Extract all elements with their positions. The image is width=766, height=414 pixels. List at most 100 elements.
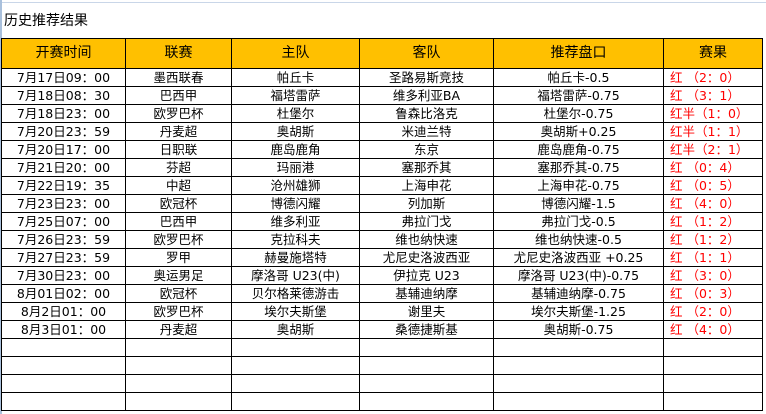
cell-away-team[interactable]: 圣路易斯竞技 [359,68,494,87]
cell-league[interactable]: 欧罗巴杯 [125,302,232,321]
cell-home-team[interactable]: 玛丽港 [231,158,360,177]
cell-recommended-line[interactable]: 摩洛哥 U23(中)-0.75 [493,266,664,285]
cell-home-team[interactable]: 赫曼施塔特 [231,248,360,267]
cell-kickoff-time[interactable]: 7月23日23：00 [1,194,126,213]
cell-result[interactable]: 红 （1：2） [663,230,763,249]
cell-away-team[interactable]: 维多利亚BA [359,86,494,105]
cell-home-team[interactable]: 博德闪耀 [231,194,360,213]
cell-kickoff-time[interactable]: 8月2日01：00 [1,302,126,321]
empty-cell[interactable] [663,374,763,393]
cell-home-team[interactable]: 奥胡斯 [231,122,360,141]
cell-home-team[interactable]: 沧州雄狮 [231,176,360,195]
empty-cell[interactable] [359,356,494,375]
empty-cell[interactable] [231,374,360,393]
cell-away-team[interactable]: 鲁森比洛克 [359,104,494,123]
cell-result[interactable]: 红半（2：1） [663,140,763,159]
empty-cell[interactable] [125,338,232,357]
cell-kickoff-time[interactable]: 7月20日17：00 [1,140,126,159]
empty-cell[interactable] [359,392,494,411]
empty-cell[interactable] [359,338,494,357]
cell-kickoff-time[interactable]: 8月3日01：00 [1,320,126,339]
cell-recommended-line[interactable]: 维也纳快速-0.5 [493,230,664,249]
cell-result[interactable]: 红 （2：0） [663,302,763,321]
cell-league[interactable]: 中超 [125,176,232,195]
cell-home-team[interactable]: 维多利亚 [231,212,360,231]
cell-away-team[interactable]: 塞那乔其 [359,158,494,177]
cell-league[interactable]: 巴西甲 [125,212,232,231]
cell-home-team[interactable]: 福塔雷萨 [231,86,360,105]
cell-result[interactable]: 红半（1：0） [663,104,763,123]
cell-result[interactable]: 红半（1：1） [663,122,763,141]
empty-cell[interactable] [663,356,763,375]
cell-kickoff-time[interactable]: 7月18日08：30 [1,86,126,105]
cell-recommended-line[interactable]: 基辅迪纳摩-0.75 [493,284,664,303]
cell-home-team[interactable]: 摩洛哥 U23(中) [231,266,360,285]
empty-cell[interactable] [493,392,664,411]
cell-kickoff-time[interactable]: 7月26日23：59 [1,230,126,249]
cell-home-team[interactable]: 贝尔格莱德游击 [231,284,360,303]
cell-result[interactable]: 红 （4：0） [663,194,763,213]
empty-cell[interactable] [231,392,360,411]
cell-result[interactable]: 红 （1：1） [663,248,763,267]
cell-recommended-line[interactable]: 奥胡斯-0.75 [493,320,664,339]
cell-away-team[interactable]: 桑德捷斯基 [359,320,494,339]
cell-recommended-line[interactable]: 弗拉门戈-0.5 [493,212,664,231]
cell-league[interactable]: 欧罗巴杯 [125,104,232,123]
cell-result[interactable]: 红 （2：0） [663,68,763,87]
cell-league[interactable]: 墨西联春 [125,68,232,87]
cell-result[interactable]: 红 （0：5） [663,176,763,195]
cell-away-team[interactable]: 基辅迪纳摩 [359,284,494,303]
cell-recommended-line[interactable]: 福塔雷萨-0.75 [493,86,664,105]
empty-cell[interactable] [1,392,126,411]
cell-league[interactable]: 欧冠杯 [125,284,232,303]
cell-result[interactable]: 红 （0：4） [663,158,763,177]
cell-away-team[interactable]: 尤尼史洛波西亚 [359,248,494,267]
empty-cell[interactable] [493,338,664,357]
cell-league[interactable]: 巴西甲 [125,86,232,105]
cell-recommended-line[interactable]: 帕丘卡-0.5 [493,68,664,87]
cell-league[interactable]: 奥运男足 [125,266,232,285]
cell-league[interactable]: 罗甲 [125,248,232,267]
cell-result[interactable]: 红 （3：1） [663,86,763,105]
cell-kickoff-time[interactable]: 7月17日09：00 [1,68,126,87]
cell-home-team[interactable]: 鹿岛鹿角 [231,140,360,159]
cell-kickoff-time[interactable]: 7月21日20：00 [1,158,126,177]
cell-away-team[interactable]: 米迪兰特 [359,122,494,141]
cell-league[interactable]: 芬超 [125,158,232,177]
cell-home-team[interactable]: 奥胡斯 [231,320,360,339]
cell-result[interactable]: 红 （1：2） [663,212,763,231]
cell-kickoff-time[interactable]: 7月22日19：35 [1,176,126,195]
cell-result[interactable]: 红 （0：3） [663,284,763,303]
cell-home-team[interactable]: 杜堡尔 [231,104,360,123]
cell-away-team[interactable]: 东京 [359,140,494,159]
cell-recommended-line[interactable]: 塞那乔其-0.75 [493,158,664,177]
empty-cell[interactable] [231,338,360,357]
cell-kickoff-time[interactable]: 7月20日23：59 [1,122,126,141]
empty-cell[interactable] [125,356,232,375]
cell-away-team[interactable]: 弗拉门戈 [359,212,494,231]
cell-away-team[interactable]: 上海申花 [359,176,494,195]
cell-recommended-line[interactable]: 博德闪耀-1.5 [493,194,664,213]
cell-away-team[interactable]: 谢里夫 [359,302,494,321]
empty-cell[interactable] [1,356,126,375]
cell-recommended-line[interactable]: 尤尼史洛波西亚 +0.25 [493,248,664,267]
cell-recommended-line[interactable]: 埃尔夫斯堡-1.25 [493,302,664,321]
cell-recommended-line[interactable]: 鹿岛鹿角-0.75 [493,140,664,159]
empty-cell[interactable] [1,338,126,357]
cell-kickoff-time[interactable]: 8月01日02：00 [1,284,126,303]
cell-kickoff-time[interactable]: 7月18日23：00 [1,104,126,123]
cell-kickoff-time[interactable]: 7月27日23：59 [1,248,126,267]
empty-cell[interactable] [231,356,360,375]
empty-cell[interactable] [125,374,232,393]
cell-result[interactable]: 红 （4：0） [663,320,763,339]
cell-home-team[interactable]: 帕丘卡 [231,68,360,87]
cell-away-team[interactable]: 维也纳快速 [359,230,494,249]
cell-home-team[interactable]: 埃尔夫斯堡 [231,302,360,321]
cell-league[interactable]: 日职联 [125,140,232,159]
cell-home-team[interactable]: 克拉科夫 [231,230,360,249]
empty-cell[interactable] [125,392,232,411]
empty-cell[interactable] [1,374,126,393]
cell-recommended-line[interactable]: 奥胡斯+0.25 [493,122,664,141]
cell-league[interactable]: 欧冠杯 [125,194,232,213]
cell-away-team[interactable]: 列加斯 [359,194,494,213]
